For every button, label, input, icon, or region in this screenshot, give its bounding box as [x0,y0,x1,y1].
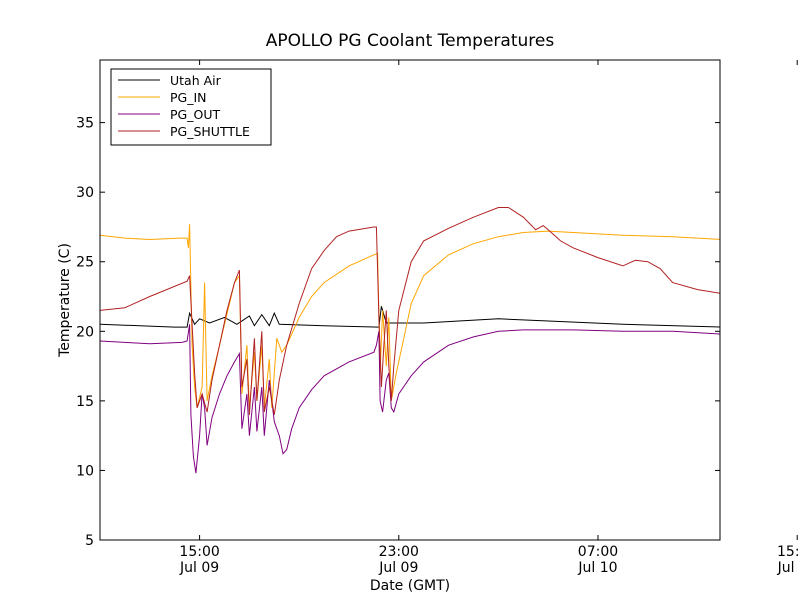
y-tick-label: 20 [76,324,94,340]
x-tick-label-date: Jul 09 [179,560,219,576]
legend-label: PG_OUT [170,107,220,122]
series-line-utah-air [100,306,720,328]
x-tick-label-date: Jul 10 [777,560,800,576]
series-lines [100,207,720,474]
x-tick-label-date: Jul 10 [577,560,617,576]
y-axis-label: Temperature (C) [57,243,73,358]
y-axis: 5 10 15 20 25 30 35 [76,116,720,549]
x-axis-label: Date (GMT) [370,578,450,594]
x-tick-label-date: Jul 09 [378,560,418,576]
x-tick-label-time: 15:00 [777,544,800,560]
y-tick-label: 15 [76,394,94,410]
x-tick-label-time: 07:00 [578,544,618,560]
series-line-pg-shuttle [100,207,720,415]
series-line-pg-out [100,324,720,474]
legend-label: Utah Air [170,73,222,88]
y-tick-label: 5 [85,533,94,549]
x-tick-label-time: 15:00 [179,544,219,560]
y-tick-label: 25 [76,255,94,271]
chart-title: APOLLO PG Coolant Temperatures [266,31,555,51]
x-tick-label-time: 23:00 [379,544,419,560]
y-tick-label: 35 [76,116,94,132]
legend: Utah Air PG_IN PG_OUT PG_SHUTTLE [110,68,272,146]
legend-label: PG_IN [170,90,207,105]
legend-label: PG_SHUTTLE [170,124,250,139]
plot-frame [99,59,721,541]
y-tick-label: 30 [76,185,94,201]
y-tick-label: 10 [76,463,94,479]
legend-box [110,68,272,146]
